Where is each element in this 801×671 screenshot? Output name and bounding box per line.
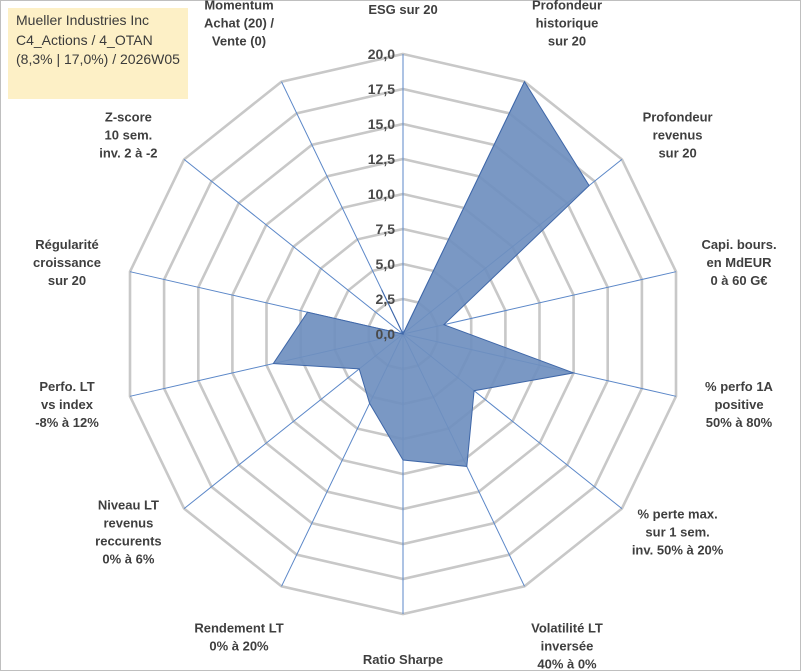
axis-label-line: % perfo 1A — [705, 379, 774, 394]
axis-label-line: Momentum — [204, 0, 273, 13]
axis-label-line: Capi. bours. — [701, 237, 776, 252]
axis-label-line: Niveau LT — [98, 497, 159, 512]
radial-tick-labels: 0,0 2,5 5,0 7,5 10,0 12,5 15,0 17,5 20,0 — [368, 46, 395, 342]
axis-label: Régularité croissance sur 20 — [33, 237, 101, 288]
tick-label: 7,5 — [376, 221, 396, 237]
axis-label-line: ESG sur 20 — [368, 2, 437, 17]
title-line: C4_Actions / 4_OTAN — [16, 31, 153, 48]
axis-label-line: Profondeur — [643, 110, 713, 125]
axis-label-line: 0% à 20% — [209, 639, 269, 654]
axis-label: Volatilité LT inversée 40% à 0% — [531, 621, 603, 671]
axis-label-line: positive — [714, 397, 763, 412]
title-line: (8,3% | 17,0%) / 2026W05 — [16, 51, 180, 67]
tick-label: 20,0 — [368, 46, 395, 62]
axis-label-line: Vente (0) — [212, 34, 266, 49]
axis-label-line: inv. 2 à -2 — [99, 146, 157, 161]
axis-label-line: inversée — [541, 639, 594, 654]
axis-label-line: 40% à 0% — [537, 657, 597, 671]
axis-label-line: croissance — [33, 255, 101, 270]
axis-label-line: Z-score — [105, 110, 152, 125]
axis-spoke — [402, 271, 677, 335]
radar-series — [272, 80, 590, 467]
axis-label-line: 50% à 80% — [706, 415, 773, 430]
axis-label: % perte max. sur 1 sem. inv. 50% à 20% — [632, 506, 724, 557]
axis-label: Niveau LT revenus reccurents 0% à 6% — [95, 497, 161, 566]
axis-label: Capi. bours. en MdEUR 0 à 60 G€ — [701, 237, 776, 288]
tick-label: 0,0 — [376, 326, 396, 342]
axis-label: Momentum Achat (20) / Vente (0) — [204, 0, 274, 49]
axis-label: Ratio Sharpe0 à 1 — [363, 652, 443, 671]
tick-label: 17,5 — [368, 81, 395, 97]
chart-title-box: Mueller Industries Inc C4_Actions / 4_OT… — [8, 8, 188, 99]
axis-label-line: Perfo. LT — [39, 379, 94, 394]
axis-label-line: vs index — [41, 397, 94, 412]
axis-label-line: 10 sem. — [105, 128, 153, 143]
axis-label-line: historique — [536, 16, 599, 31]
axis-label-line: sur 1 sem. — [645, 524, 709, 539]
axis-label-line: revenus — [653, 128, 703, 143]
axis-label: Z-score 10 sem. inv. 2 à -2 — [99, 110, 157, 161]
axis-label-line: % perte max. — [637, 506, 717, 521]
axis-label: Rendement LT 0% à 20% — [194, 621, 283, 654]
axis-label: NoteESG sur 20 — [368, 0, 437, 17]
title-line: Mueller Industries Inc — [16, 12, 150, 28]
axis-label: % perfo 1A positive 50% à 80% — [705, 379, 774, 430]
axis-label-line: Volatilité LT — [531, 621, 603, 636]
tick-label: 15,0 — [368, 116, 395, 132]
axis-label: Perfo. LT vs index -8% à 12% — [35, 379, 99, 430]
axis-label-line: sur 20 — [658, 146, 696, 161]
axis-label: Profondeur historique sur 20 — [532, 0, 602, 49]
series-area — [272, 80, 590, 467]
axis-label-line: 0 à 60 G€ — [710, 273, 767, 288]
axis-label-line: Profondeur — [532, 0, 602, 13]
axis-label-line: Rendement LT — [194, 621, 283, 636]
axis-label-line: reccurents — [95, 533, 161, 548]
axis-label-line: sur 20 — [48, 273, 86, 288]
axis-label-line: en MdEUR — [707, 255, 773, 270]
tick-label: 2,5 — [376, 291, 396, 307]
axis-labels: NoteESG sur 20 Profondeur historique sur 20… — [33, 0, 777, 671]
axis-label-line: Ratio Sharpe — [363, 652, 443, 667]
axis-label: Profondeur revenus sur 20 — [643, 110, 713, 161]
axis-label-line: 0% à 6% — [102, 551, 154, 566]
tick-label: 5,0 — [376, 256, 396, 272]
axis-label-line: sur 20 — [548, 34, 586, 49]
axis-label-line: Achat (20) / — [204, 16, 274, 31]
axis-label-line: Régularité — [35, 237, 99, 252]
axis-spoke — [183, 159, 404, 335]
axis-label-line: inv. 50% à 20% — [632, 542, 724, 557]
axis-label-line: revenus — [103, 515, 153, 530]
tick-label: 10,0 — [368, 186, 395, 202]
tick-label: 12,5 — [368, 151, 395, 167]
axis-label-line: -8% à 12% — [35, 415, 99, 430]
